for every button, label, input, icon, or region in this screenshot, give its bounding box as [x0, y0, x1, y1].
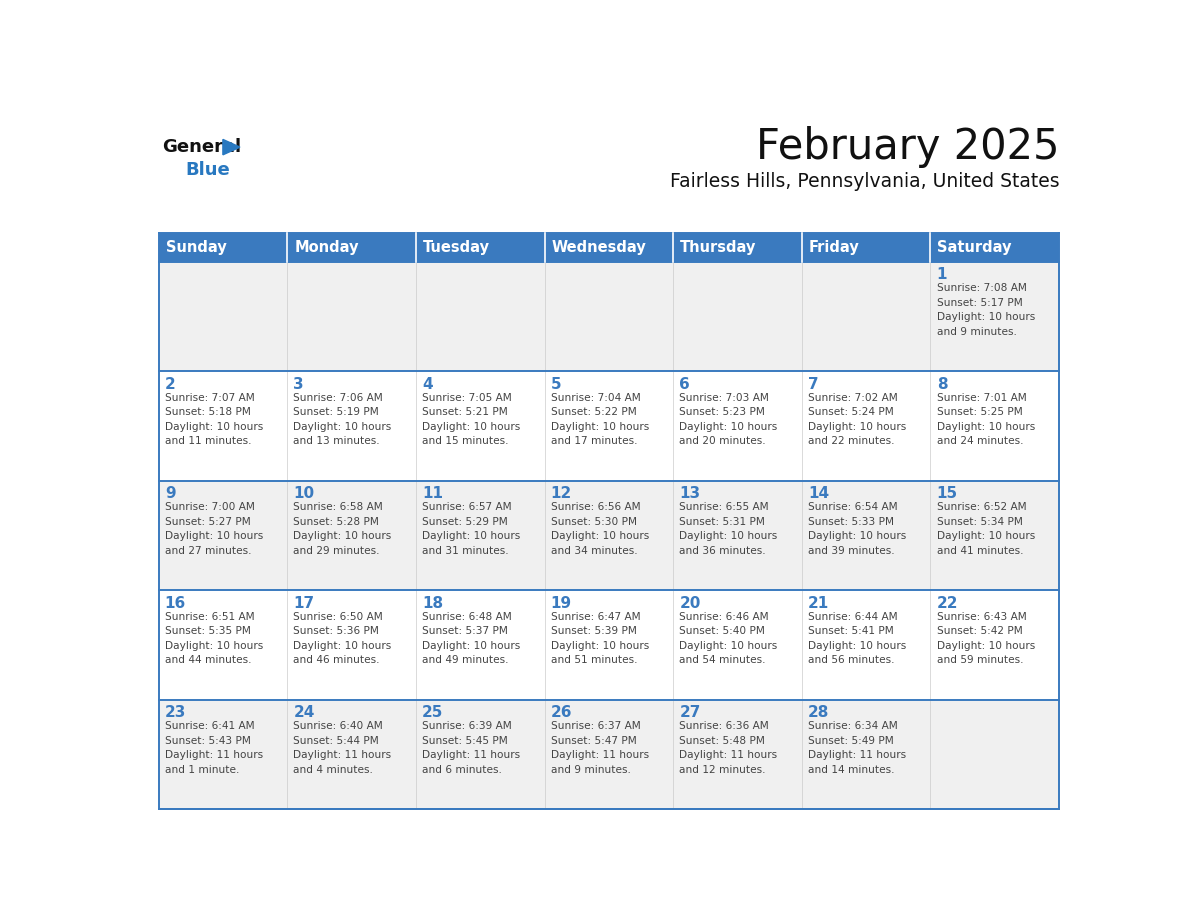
Text: Sunrise: 7:05 AM
Sunset: 5:21 PM
Daylight: 10 hours
and 15 minutes.: Sunrise: 7:05 AM Sunset: 5:21 PM Dayligh…: [422, 393, 520, 446]
Bar: [416, 233, 544, 262]
Bar: [158, 590, 1060, 700]
Text: 9: 9: [165, 487, 176, 501]
Text: Sunrise: 6:47 AM
Sunset: 5:39 PM
Daylight: 10 hours
and 51 minutes.: Sunrise: 6:47 AM Sunset: 5:39 PM Dayligh…: [551, 612, 649, 666]
Text: Tuesday: Tuesday: [423, 241, 489, 255]
Bar: [158, 481, 1060, 590]
Text: Fairless Hills, Pennsylvania, United States: Fairless Hills, Pennsylvania, United Sta…: [670, 172, 1060, 191]
Text: Sunrise: 6:55 AM
Sunset: 5:31 PM
Daylight: 10 hours
and 36 minutes.: Sunrise: 6:55 AM Sunset: 5:31 PM Dayligh…: [680, 502, 778, 555]
Text: Sunrise: 6:41 AM
Sunset: 5:43 PM
Daylight: 11 hours
and 1 minute.: Sunrise: 6:41 AM Sunset: 5:43 PM Dayligh…: [165, 722, 263, 775]
Text: 25: 25: [422, 705, 443, 721]
Text: Sunrise: 6:52 AM
Sunset: 5:34 PM
Daylight: 10 hours
and 41 minutes.: Sunrise: 6:52 AM Sunset: 5:34 PM Dayligh…: [936, 502, 1035, 555]
Text: Sunrise: 7:00 AM
Sunset: 5:27 PM
Daylight: 10 hours
and 27 minutes.: Sunrise: 7:00 AM Sunset: 5:27 PM Dayligh…: [165, 502, 263, 555]
Text: Sunrise: 6:40 AM
Sunset: 5:44 PM
Daylight: 11 hours
and 4 minutes.: Sunrise: 6:40 AM Sunset: 5:44 PM Dayligh…: [293, 722, 392, 775]
Text: Monday: Monday: [295, 241, 359, 255]
Text: Sunrise: 6:48 AM
Sunset: 5:37 PM
Daylight: 10 hours
and 49 minutes.: Sunrise: 6:48 AM Sunset: 5:37 PM Dayligh…: [422, 612, 520, 666]
Polygon shape: [223, 140, 240, 155]
Text: 26: 26: [551, 705, 573, 721]
Text: February 2025: February 2025: [756, 126, 1060, 168]
Text: Sunrise: 6:51 AM
Sunset: 5:35 PM
Daylight: 10 hours
and 44 minutes.: Sunrise: 6:51 AM Sunset: 5:35 PM Dayligh…: [165, 612, 263, 666]
Text: 22: 22: [936, 596, 959, 610]
Text: 12: 12: [551, 487, 571, 501]
Text: Sunrise: 7:06 AM
Sunset: 5:19 PM
Daylight: 10 hours
and 13 minutes.: Sunrise: 7:06 AM Sunset: 5:19 PM Dayligh…: [293, 393, 392, 446]
Text: 10: 10: [293, 487, 315, 501]
Text: Sunrise: 6:57 AM
Sunset: 5:29 PM
Daylight: 10 hours
and 31 minutes.: Sunrise: 6:57 AM Sunset: 5:29 PM Dayligh…: [422, 502, 520, 555]
Text: Saturday: Saturday: [937, 241, 1012, 255]
Bar: [674, 233, 802, 262]
Text: 5: 5: [551, 376, 562, 392]
Text: Sunrise: 6:37 AM
Sunset: 5:47 PM
Daylight: 11 hours
and 9 minutes.: Sunrise: 6:37 AM Sunset: 5:47 PM Dayligh…: [551, 722, 649, 775]
Text: 1: 1: [936, 267, 947, 282]
Bar: [802, 233, 930, 262]
Text: 28: 28: [808, 705, 829, 721]
Text: Wednesday: Wednesday: [551, 241, 646, 255]
Bar: [544, 233, 674, 262]
Text: 3: 3: [293, 376, 304, 392]
Text: 24: 24: [293, 705, 315, 721]
Text: Blue: Blue: [185, 162, 230, 179]
Text: 20: 20: [680, 596, 701, 610]
Text: Sunrise: 6:50 AM
Sunset: 5:36 PM
Daylight: 10 hours
and 46 minutes.: Sunrise: 6:50 AM Sunset: 5:36 PM Dayligh…: [293, 612, 392, 666]
Text: 27: 27: [680, 705, 701, 721]
Text: General: General: [163, 138, 241, 156]
Bar: [158, 700, 1060, 810]
Text: Sunrise: 6:39 AM
Sunset: 5:45 PM
Daylight: 11 hours
and 6 minutes.: Sunrise: 6:39 AM Sunset: 5:45 PM Dayligh…: [422, 722, 520, 775]
Text: 6: 6: [680, 376, 690, 392]
Text: 7: 7: [808, 376, 819, 392]
Text: 14: 14: [808, 487, 829, 501]
Text: 18: 18: [422, 596, 443, 610]
Text: Sunrise: 7:07 AM
Sunset: 5:18 PM
Daylight: 10 hours
and 11 minutes.: Sunrise: 7:07 AM Sunset: 5:18 PM Dayligh…: [165, 393, 263, 446]
Bar: [158, 233, 287, 262]
Text: Sunrise: 6:54 AM
Sunset: 5:33 PM
Daylight: 10 hours
and 39 minutes.: Sunrise: 6:54 AM Sunset: 5:33 PM Dayligh…: [808, 502, 906, 555]
Text: Sunrise: 7:02 AM
Sunset: 5:24 PM
Daylight: 10 hours
and 22 minutes.: Sunrise: 7:02 AM Sunset: 5:24 PM Dayligh…: [808, 393, 906, 446]
Text: Sunrise: 6:58 AM
Sunset: 5:28 PM
Daylight: 10 hours
and 29 minutes.: Sunrise: 6:58 AM Sunset: 5:28 PM Dayligh…: [293, 502, 392, 555]
Text: Sunrise: 7:08 AM
Sunset: 5:17 PM
Daylight: 10 hours
and 9 minutes.: Sunrise: 7:08 AM Sunset: 5:17 PM Dayligh…: [936, 284, 1035, 337]
Text: 13: 13: [680, 487, 701, 501]
Text: Sunrise: 6:34 AM
Sunset: 5:49 PM
Daylight: 11 hours
and 14 minutes.: Sunrise: 6:34 AM Sunset: 5:49 PM Dayligh…: [808, 722, 906, 775]
Text: 15: 15: [936, 487, 958, 501]
Text: Sunrise: 7:04 AM
Sunset: 5:22 PM
Daylight: 10 hours
and 17 minutes.: Sunrise: 7:04 AM Sunset: 5:22 PM Dayligh…: [551, 393, 649, 446]
Bar: [158, 372, 1060, 481]
Text: Sunrise: 6:36 AM
Sunset: 5:48 PM
Daylight: 11 hours
and 12 minutes.: Sunrise: 6:36 AM Sunset: 5:48 PM Dayligh…: [680, 722, 777, 775]
Text: Sunrise: 6:46 AM
Sunset: 5:40 PM
Daylight: 10 hours
and 54 minutes.: Sunrise: 6:46 AM Sunset: 5:40 PM Dayligh…: [680, 612, 778, 666]
Text: Sunrise: 7:01 AM
Sunset: 5:25 PM
Daylight: 10 hours
and 24 minutes.: Sunrise: 7:01 AM Sunset: 5:25 PM Dayligh…: [936, 393, 1035, 446]
Text: 19: 19: [551, 596, 571, 610]
Text: 11: 11: [422, 487, 443, 501]
Text: 23: 23: [165, 705, 187, 721]
Text: Thursday: Thursday: [681, 241, 757, 255]
Text: 2: 2: [165, 376, 176, 392]
Text: Friday: Friday: [809, 241, 860, 255]
Text: Sunday: Sunday: [165, 241, 226, 255]
Text: Sunrise: 6:56 AM
Sunset: 5:30 PM
Daylight: 10 hours
and 34 minutes.: Sunrise: 6:56 AM Sunset: 5:30 PM Dayligh…: [551, 502, 649, 555]
Text: Sunrise: 6:43 AM
Sunset: 5:42 PM
Daylight: 10 hours
and 59 minutes.: Sunrise: 6:43 AM Sunset: 5:42 PM Dayligh…: [936, 612, 1035, 666]
Text: 8: 8: [936, 376, 947, 392]
Bar: [930, 233, 1060, 262]
Bar: [287, 233, 416, 262]
Text: 16: 16: [165, 596, 187, 610]
Text: 4: 4: [422, 376, 432, 392]
Text: 21: 21: [808, 596, 829, 610]
Text: 17: 17: [293, 596, 315, 610]
Text: Sunrise: 6:44 AM
Sunset: 5:41 PM
Daylight: 10 hours
and 56 minutes.: Sunrise: 6:44 AM Sunset: 5:41 PM Dayligh…: [808, 612, 906, 666]
Text: Sunrise: 7:03 AM
Sunset: 5:23 PM
Daylight: 10 hours
and 20 minutes.: Sunrise: 7:03 AM Sunset: 5:23 PM Dayligh…: [680, 393, 778, 446]
Bar: [158, 262, 1060, 372]
